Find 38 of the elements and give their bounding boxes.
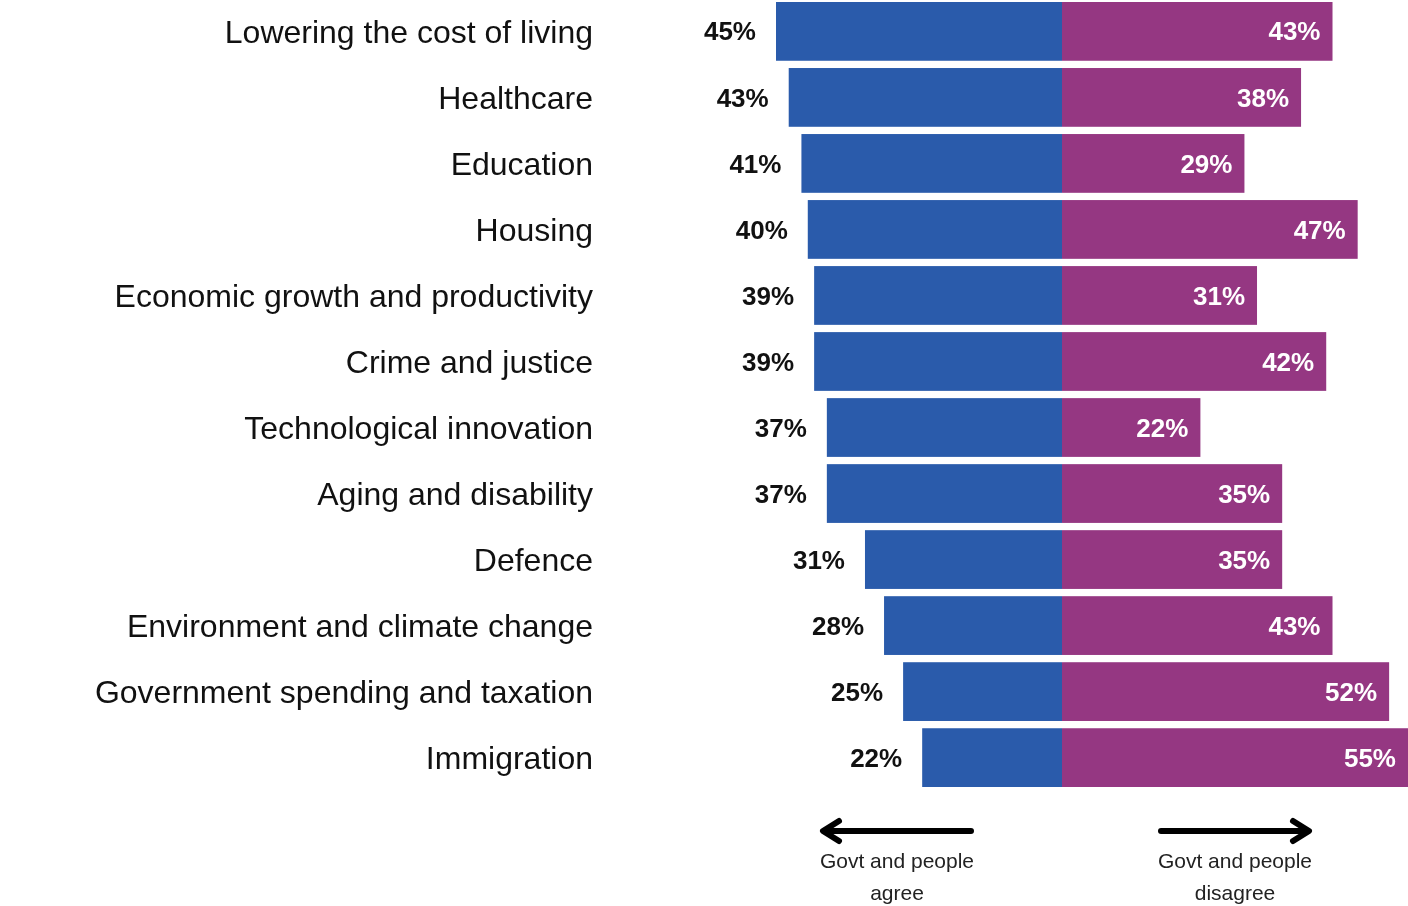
data-label: 39% — [742, 346, 795, 377]
y-tick-label: Healthcare — [438, 79, 593, 116]
data-label: 29% — [1180, 148, 1233, 179]
data-label: 31% — [1192, 280, 1246, 311]
data-label: 22% — [850, 742, 903, 773]
y-tick-label: Government spending and taxation — [94, 673, 593, 710]
data-label: 35% — [1218, 544, 1271, 575]
data-label: 35% — [1218, 478, 1271, 509]
data-label: 39% — [742, 280, 795, 311]
data-label: 38% — [1237, 82, 1290, 113]
y-tick-label: Immigration — [425, 739, 593, 776]
text: Govt and people disagree — [1157, 849, 1313, 904]
data-label: 25% — [831, 676, 884, 707]
data-label: 55% — [1343, 742, 1396, 773]
data-label: 45% — [703, 16, 756, 47]
data-label: 43% — [1268, 610, 1321, 641]
text: Govt and people agree — [819, 849, 975, 904]
data-label: 43% — [1268, 16, 1321, 47]
y-tick-label: Technological innovation — [244, 409, 593, 446]
data-label: 37% — [754, 412, 807, 443]
data-label: 43% — [716, 82, 769, 113]
y-tick-label: Defence — [473, 541, 593, 578]
y-tick-label: Aging and disability — [317, 475, 593, 512]
data-label: 42% — [1262, 346, 1315, 377]
data-label: 41% — [729, 148, 782, 179]
y-tick-label: Economic growth and productivity — [114, 277, 593, 314]
data-label: 31% — [792, 544, 845, 575]
data-label: 28% — [812, 610, 865, 641]
y-tick-label: Education — [450, 145, 593, 182]
y-tick-label: Crime and justice — [345, 343, 593, 380]
data-label: 37% — [754, 478, 807, 509]
y-tick-label: Housing — [475, 211, 593, 248]
y-tick-label: Environment and climate change — [126, 607, 593, 644]
data-label: 40% — [735, 214, 788, 245]
y-tick-label: Lowering the cost of living — [224, 13, 593, 50]
data-label: 52% — [1325, 676, 1378, 707]
data-label: 22% — [1136, 412, 1189, 443]
data-label: 47% — [1293, 214, 1346, 245]
